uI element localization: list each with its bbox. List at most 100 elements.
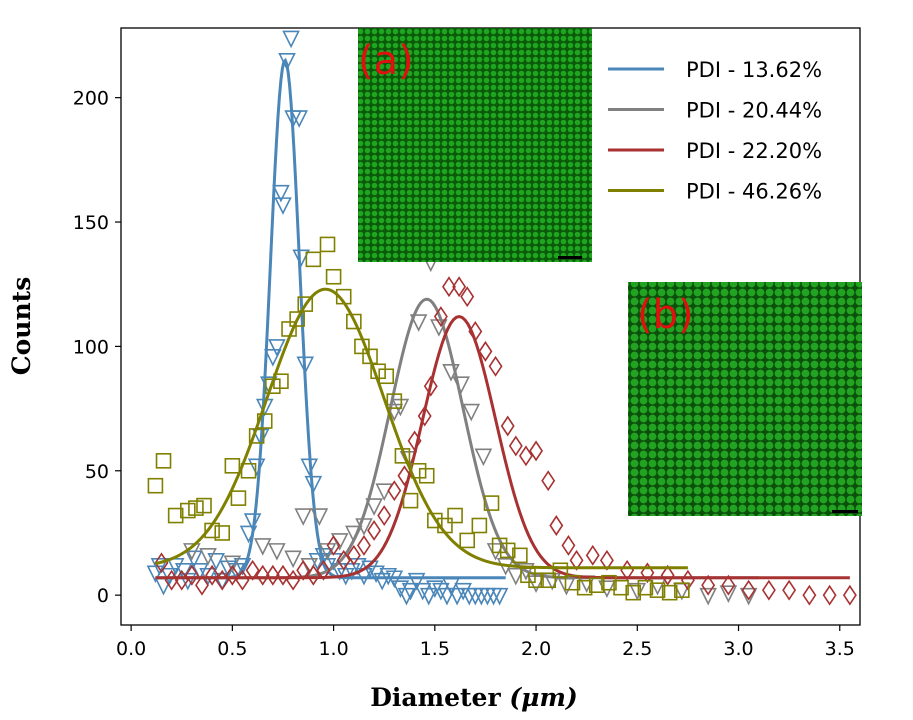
data-point bbox=[386, 393, 403, 409]
data-point bbox=[427, 512, 443, 529]
data-point bbox=[452, 276, 467, 298]
data-point bbox=[741, 579, 756, 601]
data-point bbox=[585, 544, 600, 566]
data-point bbox=[409, 314, 428, 332]
data-point bbox=[166, 557, 185, 576]
data-point bbox=[304, 475, 323, 494]
data-point bbox=[499, 542, 516, 559]
data-point bbox=[588, 577, 605, 594]
data-point bbox=[268, 543, 286, 561]
data-point bbox=[373, 572, 391, 591]
data-point bbox=[387, 480, 402, 502]
data-point bbox=[377, 505, 392, 526]
data-point bbox=[147, 477, 164, 494]
data-point bbox=[417, 405, 432, 427]
data-point bbox=[699, 587, 717, 606]
data-point bbox=[433, 306, 448, 327]
data-point bbox=[365, 498, 383, 516]
data-point bbox=[802, 584, 817, 606]
series-4 bbox=[147, 236, 690, 601]
data-point bbox=[224, 457, 241, 474]
data-point bbox=[419, 587, 438, 606]
data-point bbox=[599, 549, 614, 571]
data-point bbox=[552, 562, 569, 579]
data-point bbox=[253, 538, 272, 556]
data-point bbox=[336, 549, 351, 571]
data-point bbox=[401, 582, 420, 601]
data-point bbox=[576, 579, 593, 596]
x-axis-title: Diameter (μm) bbox=[370, 683, 578, 712]
data-point bbox=[601, 574, 617, 591]
data-point bbox=[305, 251, 322, 268]
x-tick-label: 3.5 bbox=[825, 638, 855, 660]
inset-b-image bbox=[628, 282, 862, 516]
data-point bbox=[196, 497, 212, 514]
x-tick-label: 2.0 bbox=[521, 638, 551, 660]
data-point bbox=[478, 340, 493, 362]
data-point bbox=[721, 574, 736, 596]
y-tick-label: 0 bbox=[97, 585, 109, 607]
x-tick-label: 1.5 bbox=[420, 638, 450, 660]
inset-a-label: (a) bbox=[358, 38, 414, 84]
data-point bbox=[569, 549, 584, 571]
data-point bbox=[213, 572, 232, 591]
data-point bbox=[195, 574, 209, 596]
data-point bbox=[245, 559, 260, 581]
data-point bbox=[413, 582, 432, 601]
data-point bbox=[474, 448, 493, 467]
y-tick-label: 100 bbox=[73, 336, 109, 358]
data-point bbox=[518, 445, 533, 467]
data-point bbox=[637, 579, 654, 596]
data-point bbox=[625, 584, 642, 601]
data-point bbox=[185, 550, 203, 569]
data-point bbox=[822, 584, 837, 606]
legend-label: PDI - 20.44% bbox=[686, 99, 822, 123]
data-point bbox=[346, 313, 362, 330]
data-point bbox=[561, 534, 576, 556]
data-point bbox=[426, 580, 444, 598]
fit-curve bbox=[155, 314, 850, 580]
inset-b-label: (b) bbox=[637, 292, 694, 338]
x-tick-label: 3.0 bbox=[723, 638, 753, 660]
data-point bbox=[346, 544, 361, 566]
data-point bbox=[199, 548, 217, 566]
data-point bbox=[343, 562, 361, 581]
data-point bbox=[407, 572, 426, 591]
data-point bbox=[640, 562, 655, 584]
inset-a-scale-bar bbox=[558, 256, 582, 259]
y-tick-label: 150 bbox=[73, 212, 109, 234]
data-point bbox=[447, 507, 463, 524]
data-point bbox=[701, 574, 716, 596]
data-point bbox=[284, 550, 302, 569]
legend-label: PDI - 46.26% bbox=[686, 180, 822, 204]
data-point bbox=[205, 564, 220, 586]
inset-b: (b) bbox=[628, 282, 862, 516]
data-point bbox=[660, 564, 675, 586]
data-point bbox=[491, 537, 508, 554]
data-point bbox=[294, 508, 313, 526]
data-point bbox=[541, 470, 556, 492]
data-point bbox=[432, 582, 450, 601]
data-point bbox=[613, 579, 629, 596]
data-point bbox=[310, 508, 329, 526]
data-point bbox=[462, 403, 481, 422]
data-point bbox=[272, 184, 290, 203]
data-point bbox=[330, 533, 349, 551]
data-point bbox=[274, 197, 292, 215]
x-axis-title-unit: (μm) bbox=[509, 683, 577, 712]
x-tick-label: 2.5 bbox=[622, 638, 652, 660]
data-point bbox=[782, 579, 797, 601]
series-layer bbox=[146, 30, 857, 606]
x-tick-label: 0.0 bbox=[116, 638, 146, 660]
data-point bbox=[397, 587, 416, 606]
legend-label: PDI - 22.20% bbox=[686, 139, 822, 163]
data-point bbox=[155, 453, 172, 469]
data-point bbox=[438, 587, 456, 606]
data-point bbox=[191, 562, 209, 581]
data-point bbox=[540, 572, 557, 589]
data-point bbox=[265, 564, 280, 586]
data-point bbox=[184, 564, 199, 586]
y-tick-label: 200 bbox=[73, 88, 109, 110]
data-point bbox=[167, 507, 184, 524]
data-point bbox=[150, 557, 169, 576]
